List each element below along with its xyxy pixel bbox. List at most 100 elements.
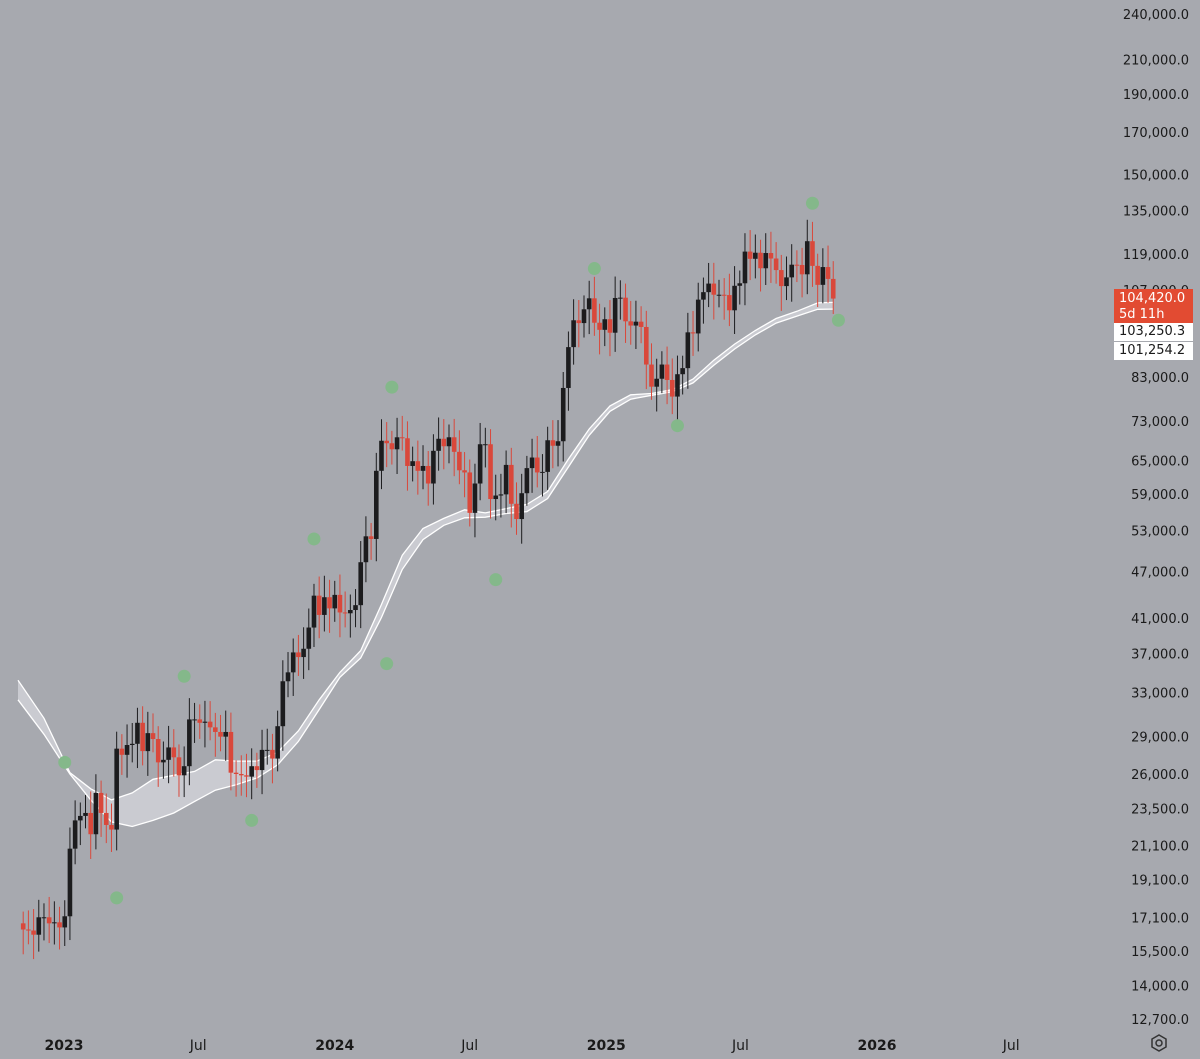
x-tick-label: Jul bbox=[460, 1038, 478, 1054]
candle-body bbox=[763, 253, 769, 269]
candle bbox=[275, 710, 280, 772]
candle bbox=[555, 420, 561, 467]
time-axis[interactable]: 2023 Jul 2024 Jul 2025 Jul 2026 Jul bbox=[45, 1038, 1020, 1054]
candle bbox=[711, 262, 717, 320]
y-tick-label: 17,100.0 bbox=[1131, 911, 1189, 926]
candle bbox=[373, 452, 379, 562]
candle bbox=[296, 634, 301, 676]
candle bbox=[311, 583, 317, 647]
candle-body bbox=[784, 277, 789, 287]
y-tick-label: 65,000.0 bbox=[1131, 455, 1189, 470]
candle bbox=[716, 279, 722, 308]
y-tick-label: 190,000.0 bbox=[1123, 88, 1189, 103]
x-tick-label: Jul bbox=[1002, 1038, 1020, 1054]
candle bbox=[244, 753, 249, 798]
candle bbox=[763, 233, 769, 285]
candle bbox=[690, 310, 696, 356]
candle-body bbox=[680, 368, 685, 375]
candle bbox=[109, 803, 114, 852]
candle bbox=[747, 230, 753, 281]
candle-body bbox=[114, 748, 119, 830]
ma-band-fill bbox=[18, 302, 834, 827]
candle-body bbox=[649, 364, 654, 387]
candle bbox=[680, 355, 685, 395]
candle-body bbox=[129, 743, 135, 746]
y-tick-label: 135,000.0 bbox=[1123, 205, 1189, 220]
candle-body bbox=[353, 605, 358, 611]
candle bbox=[529, 438, 535, 493]
candle bbox=[114, 731, 119, 851]
candle-body bbox=[576, 320, 582, 324]
candle bbox=[545, 426, 550, 490]
candle bbox=[514, 482, 519, 535]
candle-body bbox=[290, 652, 296, 673]
candle bbox=[363, 516, 369, 583]
candle-body bbox=[534, 457, 540, 473]
candle bbox=[218, 714, 223, 752]
bar-countdown: 5d 11h bbox=[1119, 307, 1165, 322]
price-axis[interactable]: 240,000.0 210,000.0 190,000.0 170,000.0 150,… bbox=[1123, 8, 1189, 1028]
candle-body bbox=[659, 364, 665, 379]
x-tick-label: 2023 bbox=[45, 1038, 84, 1054]
candle bbox=[540, 454, 545, 497]
candle-body bbox=[26, 929, 31, 931]
candle-body bbox=[467, 472, 473, 513]
candle bbox=[197, 704, 203, 739]
candle bbox=[623, 283, 628, 343]
candle-body bbox=[695, 299, 701, 334]
x-tick-label: 2024 bbox=[315, 1038, 354, 1054]
pivot-marker bbox=[489, 573, 503, 587]
candle-body bbox=[830, 278, 836, 299]
last-price-label: 104,420.0 5d 11h bbox=[1114, 289, 1193, 324]
candle-body bbox=[550, 440, 556, 446]
pivot-marker bbox=[380, 657, 394, 671]
candle bbox=[467, 459, 473, 527]
candle bbox=[794, 250, 800, 283]
candle bbox=[810, 221, 815, 287]
candle-body bbox=[259, 749, 265, 771]
candle bbox=[155, 726, 161, 787]
candle bbox=[508, 447, 514, 528]
candle bbox=[462, 452, 467, 498]
candle-body bbox=[270, 749, 275, 759]
candle-body bbox=[737, 283, 743, 286]
candle bbox=[519, 473, 524, 544]
candle bbox=[602, 307, 608, 347]
chart-settings-icon[interactable] bbox=[1150, 1034, 1168, 1052]
candle bbox=[259, 729, 265, 795]
candle bbox=[83, 795, 88, 829]
candle-body bbox=[711, 283, 717, 295]
candle bbox=[202, 700, 208, 748]
candle-body bbox=[488, 444, 493, 500]
candle-body bbox=[664, 364, 670, 380]
candle-body bbox=[581, 309, 587, 324]
candle-body bbox=[124, 745, 130, 755]
candle-body bbox=[612, 297, 618, 333]
candle-body bbox=[399, 437, 405, 439]
candle bbox=[181, 746, 187, 798]
candle bbox=[721, 278, 727, 320]
candle-body bbox=[238, 773, 244, 776]
candle bbox=[638, 306, 644, 344]
candle bbox=[706, 262, 711, 308]
candle-body bbox=[78, 815, 83, 821]
candle bbox=[789, 244, 794, 302]
candle-body bbox=[451, 437, 457, 452]
pivot-markers bbox=[58, 196, 845, 905]
candle-body bbox=[67, 848, 73, 917]
candle bbox=[669, 358, 675, 415]
candle bbox=[768, 231, 774, 283]
y-tick-label: 33,000.0 bbox=[1131, 686, 1189, 701]
candle bbox=[425, 451, 431, 506]
candle-body bbox=[31, 930, 36, 935]
candle-body bbox=[348, 610, 353, 614]
candle-body bbox=[503, 464, 509, 495]
candle bbox=[815, 253, 820, 308]
pivot-marker bbox=[831, 313, 845, 327]
candle bbox=[322, 575, 327, 632]
candle bbox=[779, 254, 784, 311]
y-tick-label: 150,000.0 bbox=[1123, 169, 1189, 184]
candle bbox=[119, 734, 125, 775]
